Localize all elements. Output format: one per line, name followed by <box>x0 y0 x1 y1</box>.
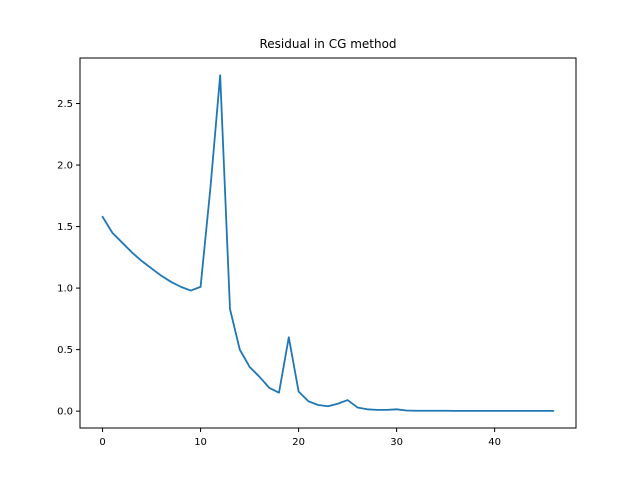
x-tick-label: 30 <box>390 437 403 448</box>
x-axis: 0 10 20 30 40 <box>99 428 501 448</box>
x-tick-label: 0 <box>99 437 105 448</box>
y-tick-label: 0.0 <box>57 407 73 418</box>
axes-frame <box>79 57 577 429</box>
plot-area <box>79 57 577 429</box>
y-tick-label: 1.5 <box>57 222 73 233</box>
residual-series-line <box>101 74 555 412</box>
x-tick-label: 10 <box>194 437 207 448</box>
series-layer <box>101 74 555 412</box>
x-tick-label: 40 <box>488 437 501 448</box>
x-tick-label: 20 <box>292 437 305 448</box>
y-tick-label: 0.5 <box>57 345 73 356</box>
y-tick-label: 2.0 <box>57 161 73 172</box>
y-tick-label: 2.5 <box>57 99 73 110</box>
chart-title: Residual in CG method <box>259 37 396 51</box>
y-axis: 0.0 0.5 1.0 1.5 2.0 2.5 <box>57 99 80 418</box>
y-tick-label: 1.0 <box>57 284 73 295</box>
